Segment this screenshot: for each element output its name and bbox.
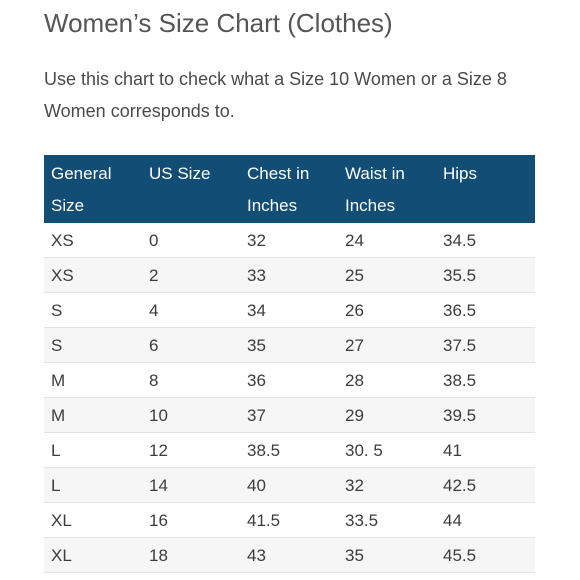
- cell-general-size: XS: [44, 257, 142, 293]
- table-row: M 10 37 29 39.5: [44, 397, 535, 433]
- cell-general-size: L: [44, 432, 142, 468]
- cell-general-size: S: [44, 327, 142, 363]
- cell-waist: 33.5: [338, 502, 436, 538]
- table-row: M 8 36 28 38.5: [44, 362, 535, 398]
- table-row: XS 2 33 25 35.5: [44, 257, 535, 293]
- cell-waist: 35: [338, 537, 436, 573]
- table-body: XS 0 32 24 34.5 XS 2 33 25 35.5 S 4 34 26 36.5 S 6 35 27 37…: [44, 223, 535, 573]
- cell-general-size: XL: [44, 537, 142, 573]
- cell-us-size: 4: [142, 292, 240, 328]
- table-row: L 14 40 32 42.5: [44, 467, 535, 503]
- cell-hips: 34.5: [436, 223, 535, 258]
- cell-hips: 41: [436, 432, 535, 468]
- header-chest: Chest in Inches: [247, 164, 310, 215]
- cell-hips: 45.5: [436, 537, 535, 573]
- cell-hips: 38.5: [436, 362, 535, 398]
- cell-hips: 44: [436, 502, 535, 538]
- page-title: Women’s Size Chart (Clothes): [44, 8, 393, 38]
- cell-chest: 40: [240, 467, 338, 503]
- cell-hips: 42.5: [436, 467, 535, 503]
- cell-chest: 37: [240, 397, 338, 433]
- cell-chest: 36: [240, 362, 338, 398]
- cell-us-size: 14: [142, 467, 240, 503]
- table-row: S 6 35 27 37.5: [44, 327, 535, 363]
- header-waist: Waist in Inches: [345, 164, 405, 215]
- cell-waist: 27: [338, 327, 436, 363]
- table-row: L 12 38.5 30. 5 41: [44, 432, 535, 468]
- cell-us-size: 8: [142, 362, 240, 398]
- cell-waist: 25: [338, 257, 436, 293]
- cell-hips: 39.5: [436, 397, 535, 433]
- cell-hips: 35.5: [436, 257, 535, 293]
- cell-chest: 35: [240, 327, 338, 363]
- table-row: XL 16 41.5 33.5 44: [44, 502, 535, 538]
- cell-hips: 37.5: [436, 327, 535, 363]
- cell-waist: 24: [338, 223, 436, 258]
- table-row: XS 0 32 24 34.5: [44, 223, 535, 258]
- cell-chest: 38.5: [240, 432, 338, 468]
- cell-chest: 34: [240, 292, 338, 328]
- cell-chest: 33: [240, 257, 338, 293]
- cell-general-size: XL: [44, 502, 142, 538]
- cell-us-size: 16: [142, 502, 240, 538]
- cell-us-size: 6: [142, 327, 240, 363]
- cell-waist: 30. 5: [338, 432, 436, 468]
- table-header: General Size US Size Chest in Inches Wai…: [44, 155, 535, 223]
- table-row: S 4 34 26 36.5: [44, 292, 535, 328]
- intro-text: Use this chart to check what a Size 10 W…: [44, 69, 507, 121]
- header-hips: Hips: [443, 164, 478, 183]
- cell-hips: 36.5: [436, 292, 535, 328]
- cell-waist: 29: [338, 397, 436, 433]
- table-header-row: General Size US Size Chest in Inches Wai…: [44, 155, 535, 223]
- cell-general-size: XS: [44, 223, 142, 258]
- cell-waist: 28: [338, 362, 436, 398]
- cell-us-size: 0: [142, 223, 240, 258]
- cell-us-size: 2: [142, 257, 240, 293]
- cell-us-size: 18: [142, 537, 240, 573]
- header-general-size: General Size: [51, 164, 112, 215]
- cell-us-size: 12: [142, 432, 240, 468]
- cell-us-size: 10: [142, 397, 240, 433]
- cell-chest: 43: [240, 537, 338, 573]
- cell-waist: 32: [338, 467, 436, 503]
- cell-general-size: M: [44, 397, 142, 433]
- cell-waist: 26: [338, 292, 436, 328]
- cell-general-size: L: [44, 467, 142, 503]
- header-us-size: US Size: [149, 164, 211, 183]
- cell-general-size: S: [44, 292, 142, 328]
- cell-general-size: M: [44, 362, 142, 398]
- table-row: XL 18 43 35 45.5: [44, 537, 535, 573]
- cell-chest: 41.5: [240, 502, 338, 538]
- size-chart-table: General Size US Size Chest in Inches Wai…: [44, 155, 535, 573]
- cell-chest: 32: [240, 223, 338, 258]
